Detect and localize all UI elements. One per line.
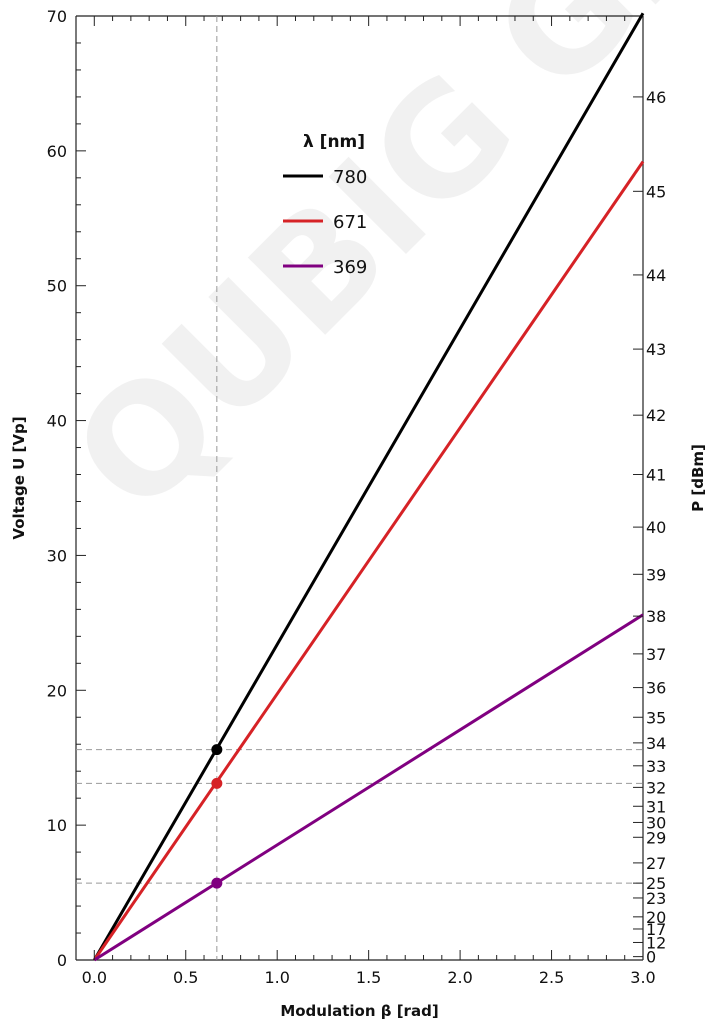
series-line-780 [92, 12, 645, 961]
y-tick-label: 30 [47, 546, 67, 565]
right-tick-label: 30 [646, 813, 666, 832]
right-tick-label: 45 [646, 182, 666, 201]
right-tick-label: 40 [646, 518, 666, 537]
y-tick-label: 40 [47, 412, 67, 431]
y-axis-title: Voltage U [Vp] [10, 416, 28, 539]
y-tick-label: 60 [47, 142, 67, 161]
x-tick-label: 3.0 [630, 968, 655, 987]
right-tick-label: 33 [646, 757, 666, 776]
right-tick-label: 23 [646, 889, 666, 908]
guide-lines [76, 16, 643, 960]
right-tick-label: 20 [646, 908, 666, 927]
marker-point-369 [211, 877, 223, 889]
series-line-671 [93, 160, 645, 961]
right-tick-label: 34 [646, 734, 666, 753]
right-tick-label: 29 [646, 828, 666, 847]
right-tick-label: 12 [646, 933, 666, 952]
marker-point-671 [211, 777, 223, 789]
x-tick-label: 0.5 [173, 968, 198, 987]
right-tick-label: 46 [646, 88, 666, 107]
y-tick-label: 0 [57, 951, 67, 970]
y-tick-label: 10 [47, 816, 67, 835]
right-tick-label: 36 [646, 679, 666, 698]
right-tick-label: 31 [646, 797, 666, 816]
right-tick-label: 0 [646, 948, 656, 967]
x-axis-ticks: 0.0 0.5 1.0 1.5 2.0 2.5 3.0 [75, 16, 656, 987]
y-axis-ticks: 0 10 20 30 40 50 60 70 [47, 7, 86, 970]
right-tick-label: 25 [646, 874, 666, 893]
x-axis-title: Modulation β [rad] [280, 1002, 438, 1020]
y-tick-label: 70 [47, 7, 67, 26]
right-tick-label: 39 [646, 565, 666, 584]
series-lines [92, 12, 645, 962]
legend: λ [nm] 780 671 369 [283, 132, 367, 278]
right-tick-label: 38 [646, 607, 666, 626]
x-tick-label: 2.0 [447, 968, 472, 987]
plot-frame [75, 15, 644, 961]
right-tick-label: 41 [646, 466, 666, 485]
right-tick-label: 43 [646, 340, 666, 359]
y-tick-label: 50 [47, 277, 67, 296]
marker-points [211, 744, 223, 889]
legend-title: λ [nm] [303, 132, 365, 152]
right-tick-label: 42 [646, 406, 666, 425]
right-tick-label: 17 [646, 920, 666, 939]
x-tick-label: 1.0 [264, 968, 289, 987]
y-tick-label: 20 [47, 681, 67, 700]
legend-label-671: 671 [333, 212, 367, 233]
marker-point-780 [211, 744, 223, 756]
right-tick-label: 27 [646, 854, 666, 873]
x-tick-label: 2.5 [539, 968, 564, 987]
right-tick-label: 32 [646, 778, 666, 797]
legend-entries: 780 671 369 [283, 167, 367, 278]
legend-label-369: 369 [333, 257, 367, 278]
x-tick-label: 0.0 [82, 968, 107, 987]
right-tick-label: 35 [646, 708, 666, 727]
x-tick-label: 1.5 [356, 968, 381, 987]
series-line-369 [93, 613, 644, 962]
right-tick-label: 37 [646, 645, 666, 664]
right-tick-label: 44 [646, 266, 666, 285]
legend-label-780: 780 [333, 167, 367, 188]
right-axis-title: P [dBm] [689, 444, 707, 512]
